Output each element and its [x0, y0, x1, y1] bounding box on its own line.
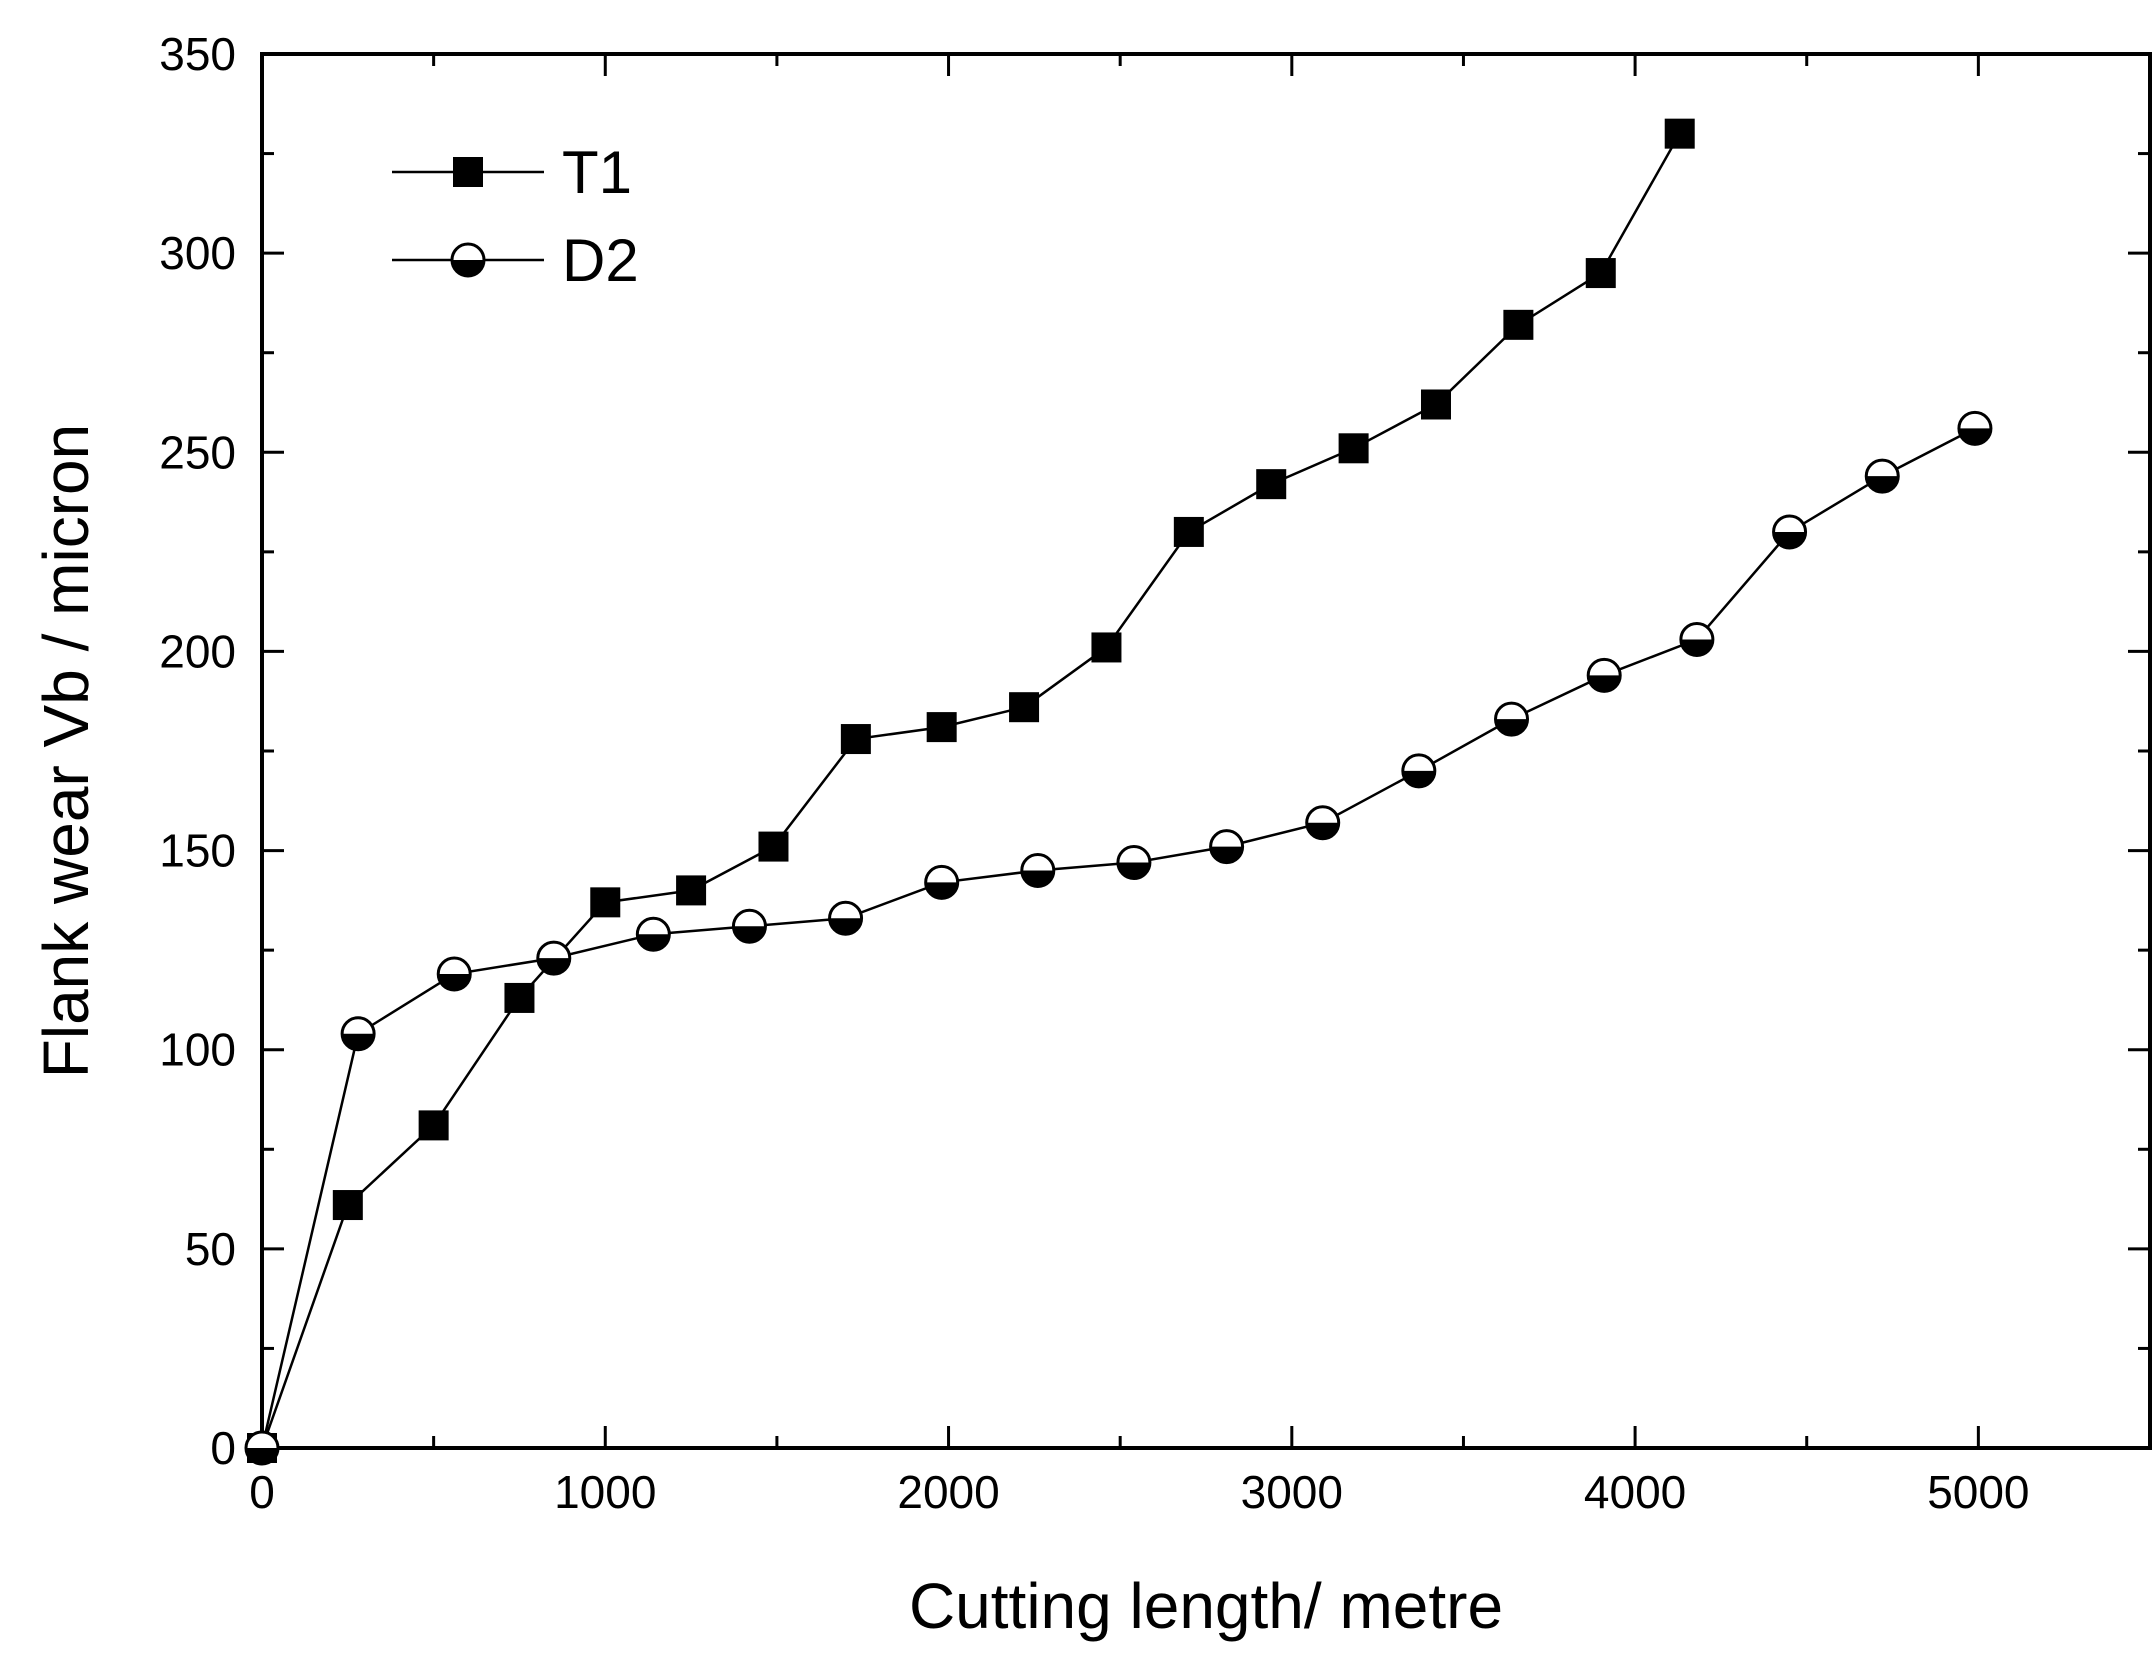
plot-frame [260, 52, 2152, 1450]
data-point-T1 [1256, 469, 1287, 500]
data-point-T1 [1664, 118, 1695, 149]
data-point-D2 [1209, 829, 1245, 865]
y-tick-label: 350 [159, 28, 236, 80]
series-D2 [244, 410, 1993, 1466]
data-point-D2 [1679, 621, 1715, 657]
data-point-D2 [635, 916, 671, 952]
y-tick-label: 0 [210, 1422, 236, 1474]
legend-marker-D2 [450, 242, 486, 278]
data-point-T1 [1173, 516, 1204, 547]
data-point-T1 [840, 724, 871, 755]
y-axis-title: Flank wear Vb / micron [30, 424, 102, 1078]
data-point-T1 [332, 1190, 363, 1221]
y-tick-label: 300 [159, 227, 236, 279]
x-tick-label: 1000 [554, 1466, 656, 1518]
data-point-D2 [1957, 410, 1993, 446]
y-tick-label: 100 [159, 1024, 236, 1076]
x-axis-title: Cutting length/ metre [909, 1570, 1503, 1642]
data-point-D2 [924, 864, 960, 900]
x-tick-label: 3000 [1241, 1466, 1343, 1518]
x-tick-label: 5000 [1927, 1466, 2029, 1518]
data-point-D2 [1305, 805, 1341, 841]
data-point-T1 [590, 887, 621, 918]
series-line-D2 [260, 427, 1976, 1449]
data-point-D2 [340, 1016, 376, 1052]
legend-label-D2: D2 [562, 227, 639, 294]
legend-item-T1: T1 [392, 139, 632, 206]
data-point-D2 [436, 956, 472, 992]
data-point-T1 [1420, 389, 1451, 420]
data-point-D2 [1864, 458, 1900, 494]
y-tick-label: 150 [159, 825, 236, 877]
data-point-T1 [1585, 258, 1616, 289]
legend-label-T1: T1 [562, 139, 632, 206]
data-point-T1 [1503, 309, 1534, 340]
data-point-T1 [1009, 692, 1040, 723]
data-point-D2 [731, 908, 767, 944]
data-point-T1 [418, 1110, 449, 1141]
y-tick-label: 250 [159, 426, 236, 478]
data-point-D2 [1586, 657, 1622, 693]
data-point-D2 [244, 1430, 280, 1466]
data-point-T1 [1091, 632, 1122, 663]
data-point-D2 [1020, 852, 1056, 888]
y-tick-label: 50 [185, 1223, 236, 1275]
data-point-T1 [926, 712, 957, 743]
data-point-T1 [504, 982, 535, 1013]
data-point-T1 [676, 875, 707, 906]
legend-marker-T1 [453, 157, 483, 187]
series-T1 [247, 118, 1695, 1463]
x-tick-label: 2000 [897, 1466, 999, 1518]
y-tick-label: 200 [159, 625, 236, 677]
data-point-D2 [1494, 701, 1530, 737]
legend-item-D2: D2 [392, 227, 639, 294]
data-point-D2 [828, 900, 864, 936]
data-point-D2 [1772, 514, 1808, 550]
data-point-T1 [758, 831, 789, 862]
data-point-D2 [1116, 845, 1152, 881]
series-line-T1 [260, 133, 1681, 1449]
data-point-D2 [536, 940, 572, 976]
data-point-D2 [1401, 753, 1437, 789]
data-point-T1 [1338, 433, 1369, 464]
x-tick-label: 0 [249, 1466, 275, 1518]
x-tick-label: 4000 [1584, 1466, 1686, 1518]
